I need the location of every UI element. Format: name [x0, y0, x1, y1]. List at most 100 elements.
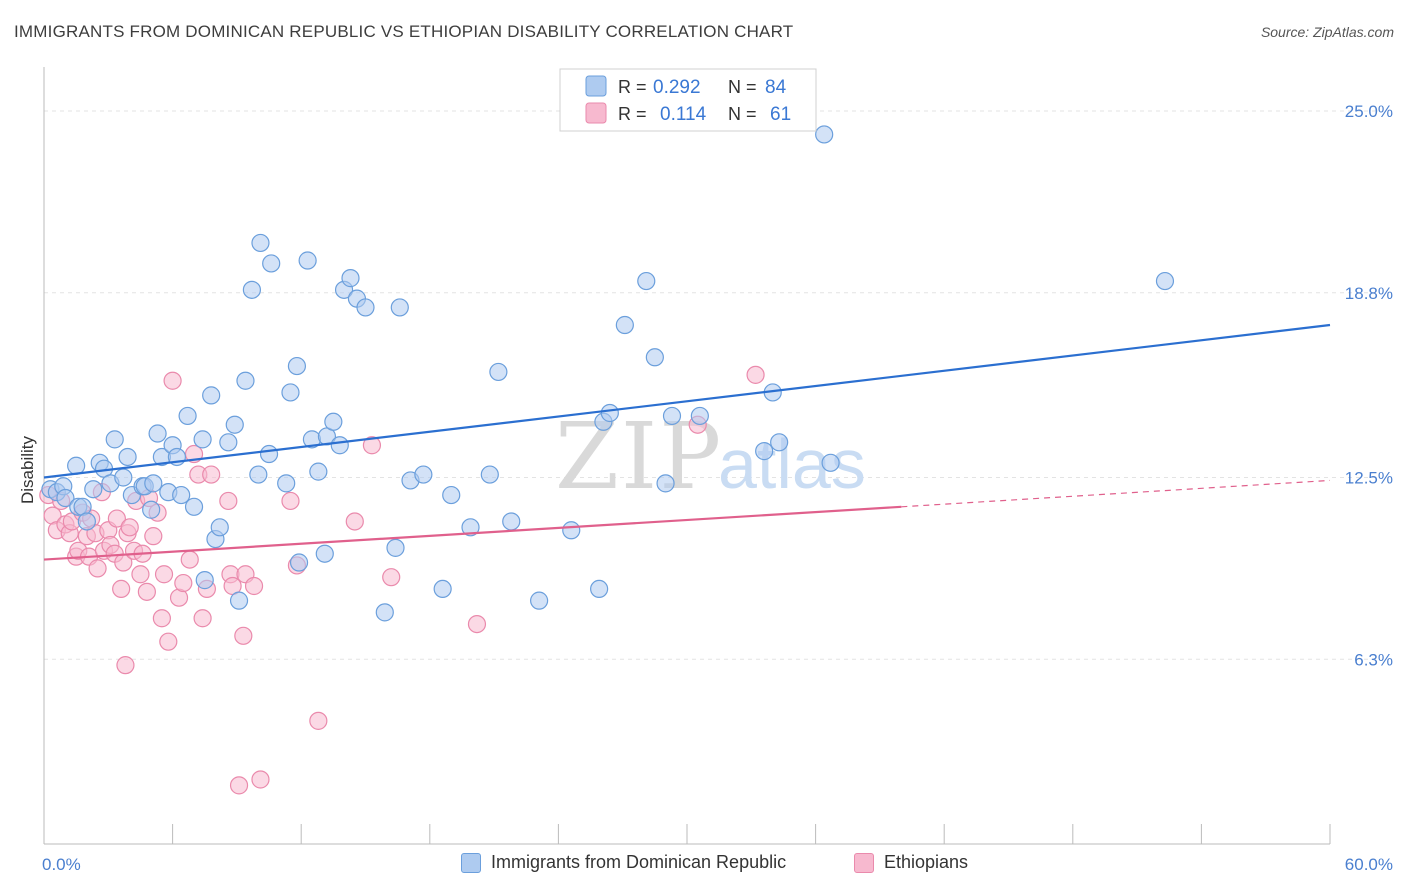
point-dominican — [77, 512, 96, 531]
point-dominican — [242, 280, 262, 299]
series-dominican — [41, 125, 1175, 622]
point-ethiopian — [251, 770, 270, 789]
legend-swatch-dominican — [461, 852, 481, 873]
point-ethiopian — [382, 568, 401, 587]
point-dominican — [662, 406, 682, 426]
point-dominican — [249, 465, 268, 484]
point-dominican — [341, 269, 360, 288]
point-dominican — [210, 518, 229, 537]
point-dominican — [590, 579, 609, 599]
point-dominican — [815, 125, 834, 144]
y-axis-label: Disability — [18, 435, 37, 504]
point-dominican — [356, 298, 375, 317]
y-tick-label: 6.3% — [1354, 650, 1393, 669]
trend-line-ethiopians-extension — [901, 479, 1331, 508]
point-dominican — [287, 356, 307, 376]
point-ethiopian — [234, 626, 253, 645]
x-tick-label-max: 60.0% — [1345, 855, 1393, 874]
point-dominican — [202, 386, 221, 405]
point-ethiopian — [88, 559, 107, 578]
point-ethiopian — [229, 776, 249, 795]
point-dominican — [821, 453, 840, 472]
y-tick-label: 25.0% — [1345, 102, 1393, 121]
legend-swatch-ethiopians — [854, 852, 874, 873]
y-tick-label: 12.5% — [1345, 468, 1393, 487]
trend-line-ethiopians — [43, 505, 902, 561]
legend-bottom: Immigrants from Dominican Republic Ethio… — [0, 852, 1406, 878]
point-dominican — [615, 315, 634, 335]
legend-n-label-1: N = — [728, 77, 757, 97]
watermark-atlas: atlas — [718, 425, 866, 503]
point-dominican — [84, 480, 103, 499]
point-dominican — [1155, 271, 1175, 291]
point-dominican — [755, 442, 774, 461]
point-dominican — [600, 403, 619, 423]
point-dominican — [309, 462, 328, 481]
legend-swatch-blue — [585, 75, 607, 97]
point-dominican — [262, 254, 281, 273]
point-ethiopian — [180, 550, 199, 569]
source-label: Source: ZipAtlas.com — [1260, 24, 1394, 40]
legend-r-label-1: R = — [618, 77, 647, 97]
point-dominican — [184, 497, 204, 516]
point-dominican — [637, 271, 656, 291]
point-dominican — [433, 579, 452, 599]
point-dominican — [142, 500, 161, 519]
point-ethiopian — [244, 576, 264, 596]
point-dominican — [298, 251, 317, 270]
point-dominican — [114, 468, 133, 487]
point-dominican — [193, 430, 212, 449]
legend-top: R = 0.292 N = 84 R = 0.114 N = 61 — [559, 68, 817, 132]
point-dominican — [480, 465, 499, 484]
point-dominican — [219, 433, 238, 452]
point-dominican — [277, 474, 296, 493]
x-tick-label-min: 0.0% — [42, 855, 81, 874]
point-ethiopian — [219, 491, 238, 511]
point-ethiopian — [112, 579, 131, 599]
point-ethiopian — [116, 656, 135, 675]
watermark: ZIP atlas — [555, 403, 866, 510]
point-dominican — [502, 512, 521, 531]
point-dominican — [251, 233, 270, 253]
point-dominican — [461, 518, 480, 537]
point-dominican — [562, 521, 581, 540]
point-dominican — [390, 298, 409, 317]
legend-item-ethiopians[interactable]: Ethiopians — [854, 852, 968, 873]
legend-label-ethiopians: Ethiopians — [884, 852, 969, 872]
point-ethiopian — [746, 365, 765, 384]
point-ethiopian — [281, 491, 300, 511]
point-dominican — [289, 553, 309, 572]
point-dominican — [770, 433, 789, 452]
point-dominican — [144, 474, 163, 493]
point-dominican — [56, 488, 75, 508]
trend-line-dominican — [43, 323, 1331, 479]
point-dominican — [442, 485, 461, 505]
point-dominican — [172, 485, 191, 505]
point-dominican — [148, 424, 167, 443]
point-dominican — [236, 371, 255, 390]
point-ethiopian — [345, 512, 364, 531]
point-ethiopian — [120, 518, 139, 537]
point-ethiopian — [174, 573, 193, 593]
trend-lines — [43, 323, 1331, 561]
point-ethiopian — [362, 436, 382, 455]
point-dominican — [386, 538, 405, 557]
point-ethiopian — [154, 565, 174, 584]
point-ethiopian — [107, 509, 126, 528]
point-dominican — [375, 603, 394, 622]
point-ethiopian — [193, 609, 212, 628]
legend-label-dominican: Immigrants from Dominican Republic — [491, 852, 787, 872]
point-dominican — [315, 544, 334, 563]
point-dominican — [118, 447, 137, 467]
point-dominican — [489, 362, 508, 382]
point-ethiopian — [202, 465, 221, 484]
legend-n-label-2: N = — [728, 104, 757, 124]
legend-n-value-1: 84 — [765, 77, 787, 98]
point-ethiopian — [137, 582, 156, 601]
chart-title: IMMIGRANTS FROM DOMINICAN REPUBLIC VS ET… — [14, 22, 794, 41]
point-dominican — [281, 383, 300, 402]
point-dominican — [259, 444, 279, 464]
point-dominican — [229, 591, 249, 610]
legend-item-dominican[interactable]: Immigrants from Dominican Republic — [461, 852, 786, 873]
